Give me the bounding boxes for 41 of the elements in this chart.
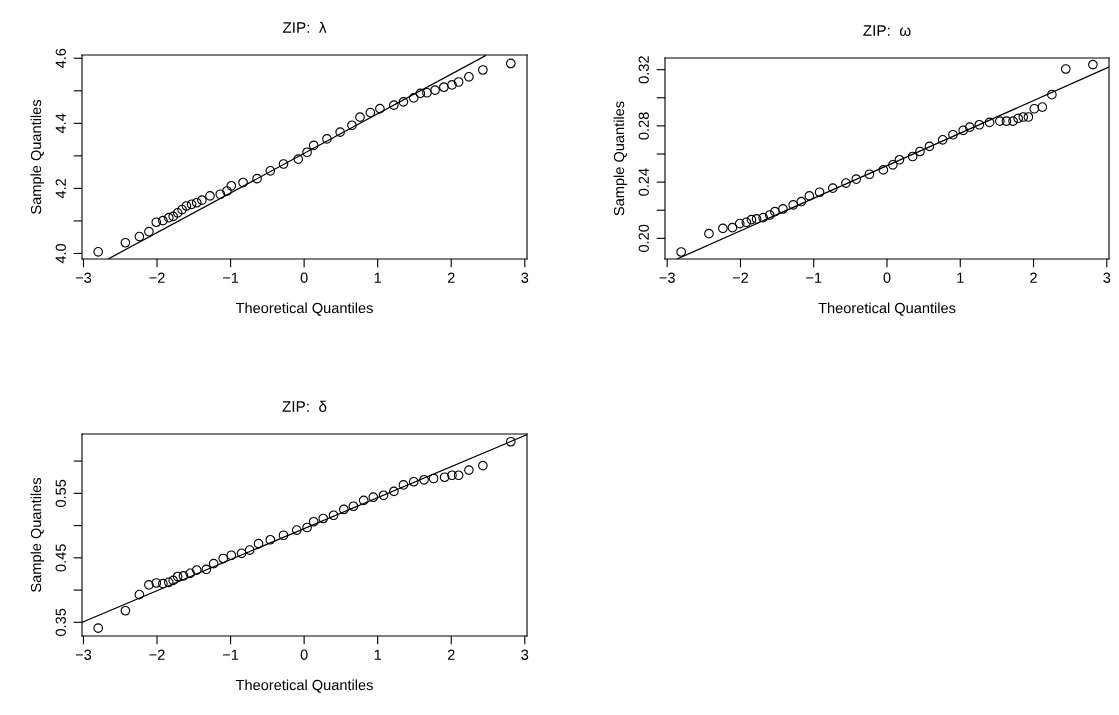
x-tick-label: 2: [447, 272, 455, 283]
x-tick-label: −3: [659, 272, 675, 283]
x-tick-label: 1: [374, 649, 382, 660]
y-tick-label: 0.55: [55, 479, 66, 507]
y-tick-label: 0.35: [55, 608, 66, 636]
y-tick-label: 4.4: [55, 113, 66, 134]
x-tick-label: −3: [75, 272, 92, 283]
y-tick-label: 4.2: [55, 178, 66, 199]
x-tick-label: 3: [521, 649, 529, 660]
chart-title: ZIP: ω: [863, 25, 911, 36]
x-tick-label: 1: [957, 272, 964, 283]
x-tick-label: −2: [149, 649, 165, 660]
chart-title: ZIP: δ: [282, 400, 327, 412]
y-tick-label: 0.24: [638, 168, 649, 196]
x-tick-label: −3: [75, 649, 92, 660]
x-axis-title: Theoretical Quantiles: [235, 679, 373, 693]
x-tick-label: −1: [222, 649, 239, 660]
y-tick-label: 0.28: [638, 112, 649, 140]
x-tick-label: 0: [883, 272, 891, 283]
chart-title: ZIP: λ: [282, 21, 327, 33]
y-axis-title: Sample Quantiles: [30, 477, 45, 592]
x-tick-label: 3: [521, 272, 529, 283]
x-tick-label: 0: [300, 272, 308, 283]
x-tick-label: 2: [447, 649, 455, 660]
y-tick-label: 4.0: [55, 243, 66, 264]
y-tick-label: 0.45: [55, 544, 66, 572]
x-axis-title: Theoretical Quantiles: [235, 302, 373, 316]
y-axis-title: Sample Quantiles: [613, 101, 628, 216]
y-tick-label: 0.32: [638, 56, 649, 84]
x-tick-label: 2: [1030, 272, 1037, 283]
y-axis-title: Sample Quantiles: [30, 99, 45, 214]
x-tick-label: −2: [732, 272, 749, 283]
x-axis-title: Theoretical Quantiles: [818, 302, 956, 316]
x-tick-label: 0: [300, 649, 308, 660]
x-tick-label: 3: [1103, 272, 1111, 283]
y-tick-label: 0.20: [638, 224, 649, 252]
y-tick-label: 4.6: [55, 48, 66, 69]
x-tick-label: −1: [806, 272, 822, 283]
x-tick-label: −2: [149, 272, 165, 283]
x-tick-label: −1: [222, 272, 239, 283]
x-tick-label: 1: [374, 272, 382, 283]
